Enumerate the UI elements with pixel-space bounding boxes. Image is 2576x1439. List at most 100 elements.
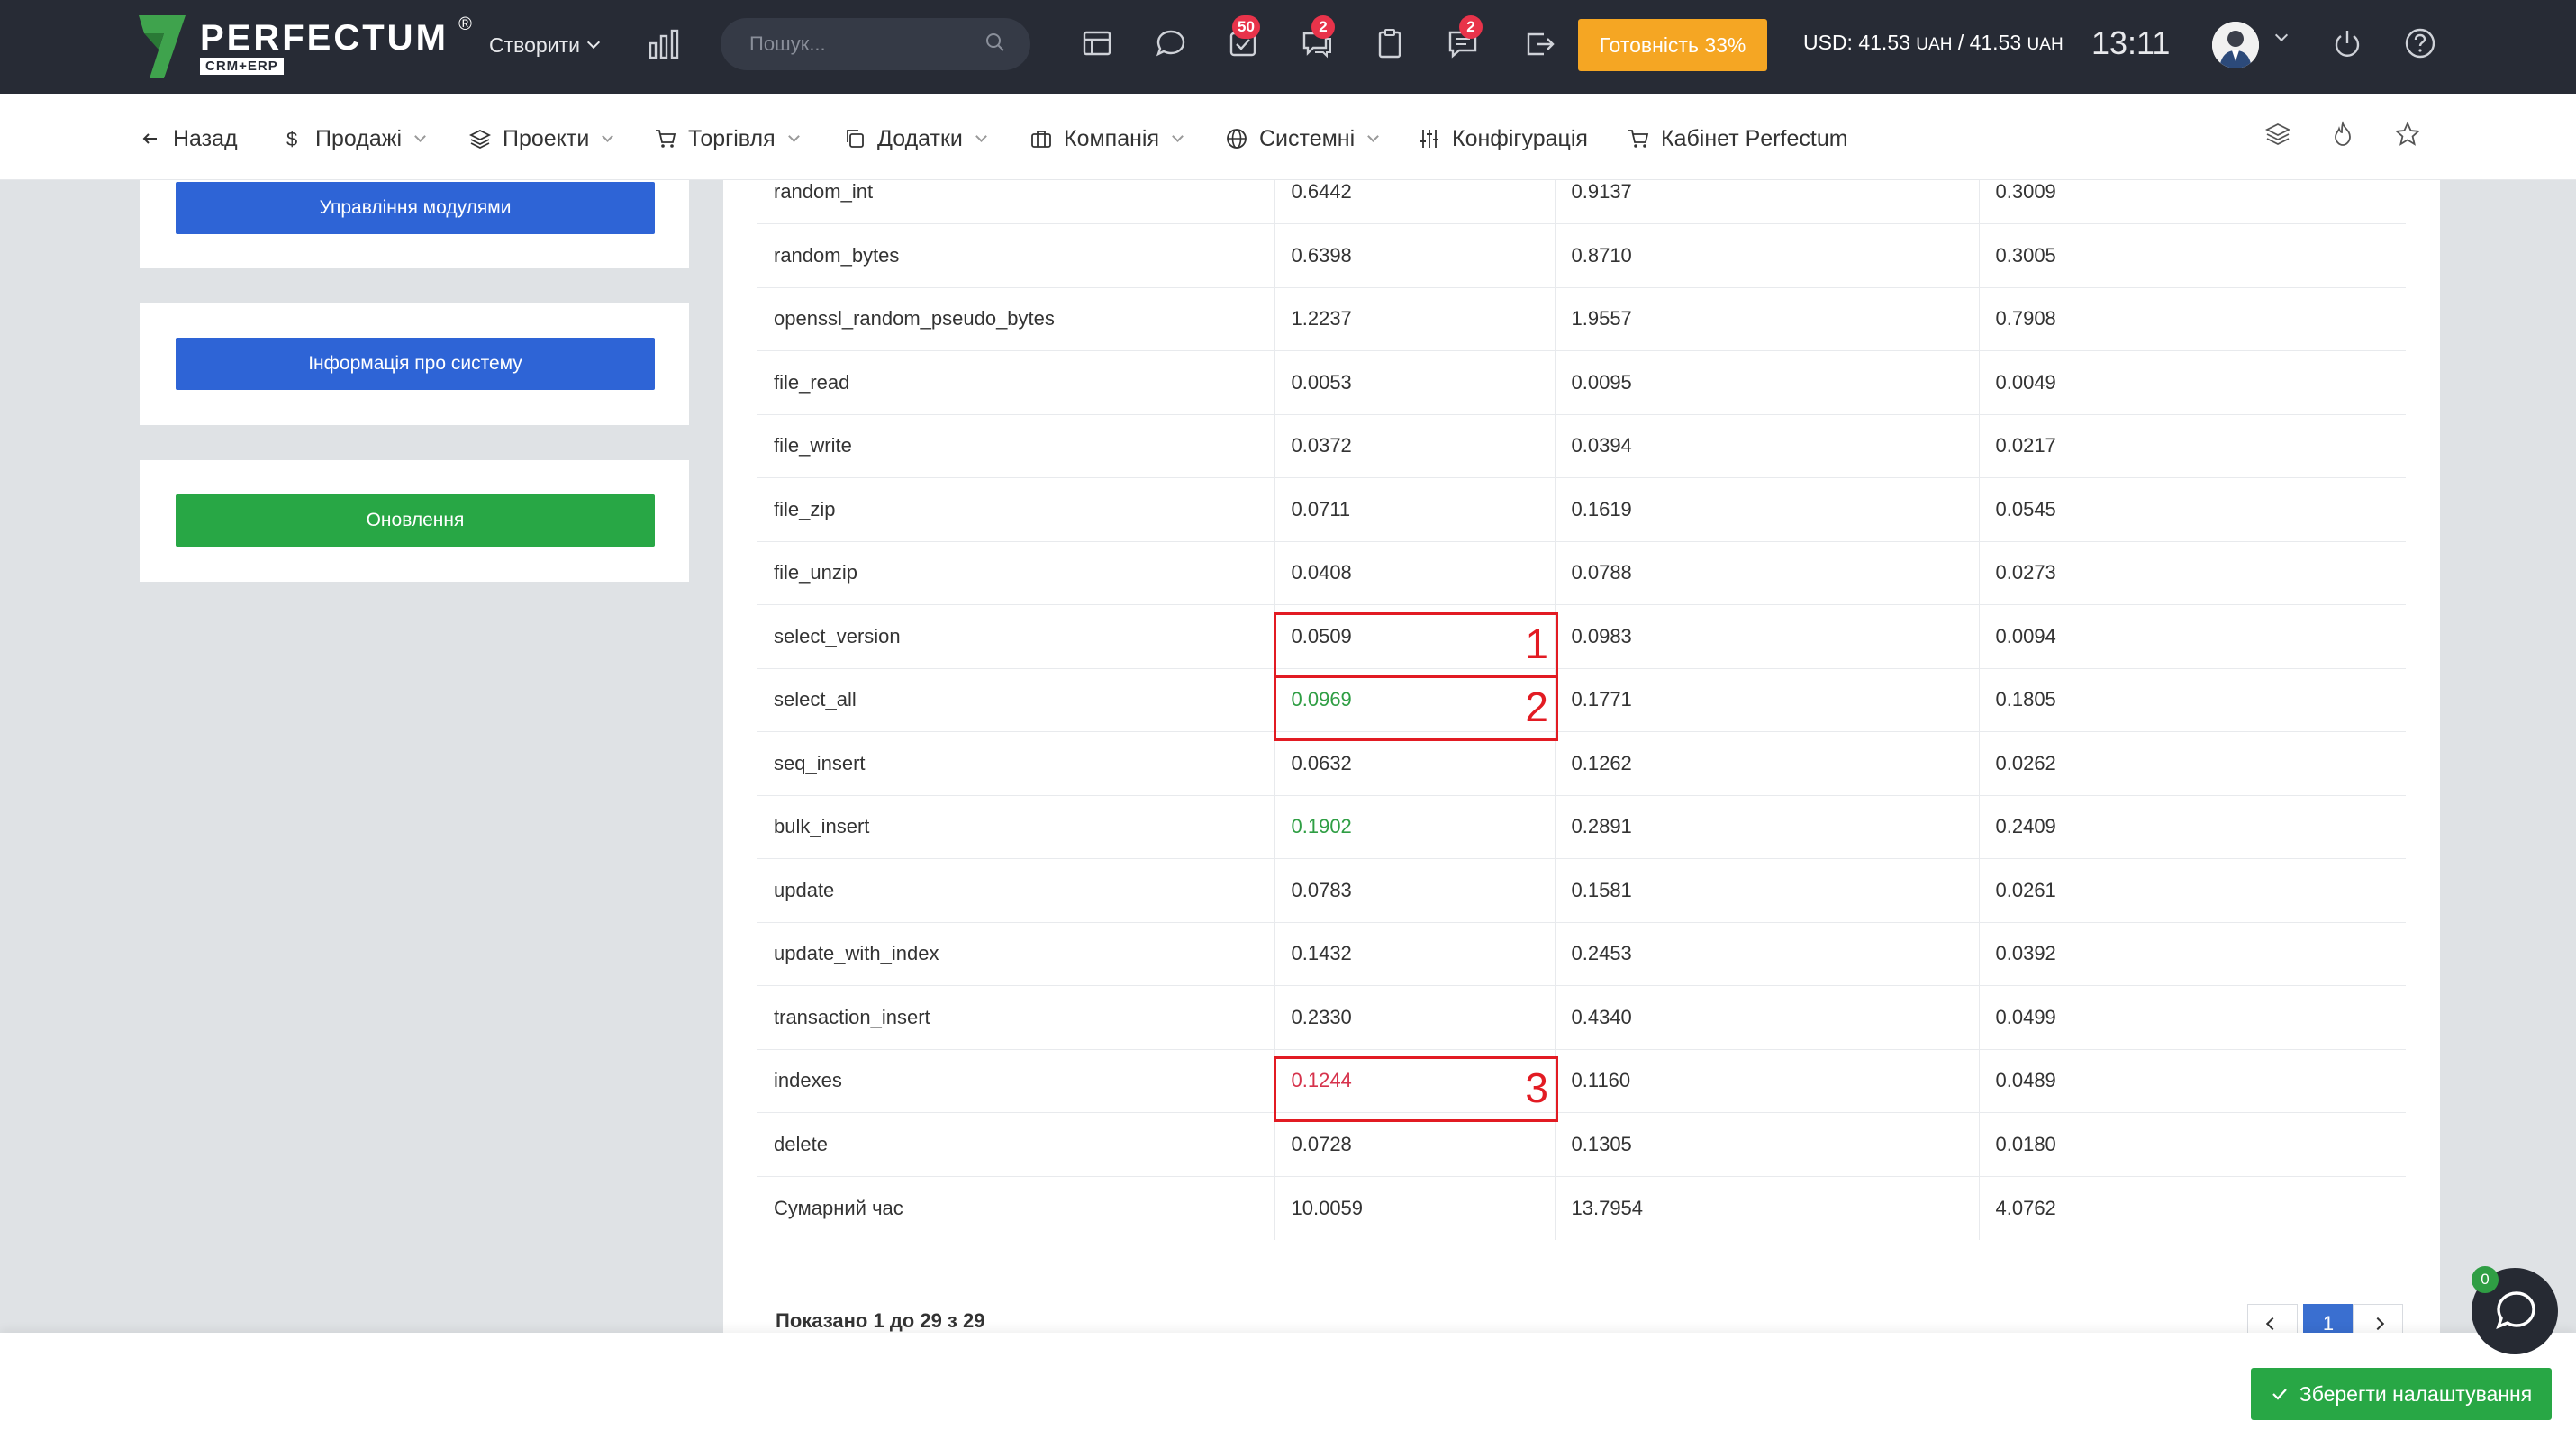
system-info-button[interactable]: Інформація про систему: [176, 338, 655, 390]
chevron-down-icon: [414, 130, 426, 142]
chat-bubble-icon: [2496, 1291, 2535, 1329]
nav-projects[interactable]: Проекти: [468, 122, 614, 155]
value-cell-3: 0.0261: [1978, 858, 2406, 923]
value-cell-1: 0.1244: [1274, 1049, 1555, 1113]
chevron-down-icon[interactable]: [2274, 28, 2289, 42]
cart-icon: [656, 130, 676, 148]
search-input[interactable]: [721, 18, 1030, 70]
metric-name-cell: file_zip: [757, 477, 1274, 542]
metric-name-cell: update_with_index: [757, 922, 1274, 986]
table-row: file_read 0.0053 0.0095 0.0049: [757, 350, 2406, 415]
value-cell-2: 0.0983: [1554, 604, 1979, 669]
fire-icon[interactable]: [2329, 121, 2356, 148]
layers-icon: [468, 129, 492, 149]
chat-badge: 2: [1311, 15, 1335, 39]
star-icon[interactable]: [2394, 121, 2421, 148]
table-row: random_bytes 0.6398 0.8710 0.3005: [757, 223, 2406, 288]
nav-addons-label: Додатки: [877, 125, 963, 151]
save-settings-label: Зберегти налаштування: [2299, 1381, 2533, 1406]
value-cell-1: 0.0728: [1274, 1112, 1555, 1177]
logout-share-icon[interactable]: [1522, 25, 1558, 61]
nav-addons[interactable]: Додатки: [843, 122, 987, 155]
table-row: select_all 0.0969 0.1771 0.1805: [757, 668, 2406, 732]
chat-bubble-icon[interactable]: [1153, 25, 1189, 61]
value-cell-3: 0.0049: [1978, 350, 2406, 415]
layers-stack-icon[interactable]: [2264, 121, 2291, 148]
globe-icon: [1227, 129, 1247, 149]
nav-system[interactable]: Системні: [1225, 122, 1380, 155]
metric-name-cell: Сумарний час: [774, 1196, 903, 1219]
value-cell-3: 0.0217: [1978, 414, 2406, 478]
nav-trade[interactable]: Торгівля: [654, 122, 800, 155]
search-icon[interactable]: [985, 32, 1005, 52]
copy-icon: [847, 130, 864, 148]
value-cell-1: 10.0059: [1274, 1176, 1555, 1240]
table-row: file_zip 0.0711 0.1619 0.0545: [757, 477, 2406, 542]
metric-name-cell: file_unzip: [757, 541, 1274, 605]
help-icon[interactable]: [2402, 25, 2438, 61]
currency-rate: USD: 41.53 UAH / 41.53 UAH: [1803, 31, 2064, 55]
calendar-icon[interactable]: [1079, 25, 1115, 61]
chevron-down-icon: [975, 130, 987, 142]
annotation-box-2: 2: [1274, 675, 1558, 741]
pagination-info: Показано 1 до 29 з 29: [776, 1309, 985, 1332]
metric-name-cell: transaction_insert: [757, 985, 1274, 1050]
update-button[interactable]: Оновлення: [176, 494, 655, 547]
metric-name-cell: file_write: [757, 414, 1274, 478]
benchmark-table: random_int 0.6442 0.9137 0.3009 random_bytes…: [757, 180, 2406, 1240]
value-cell-2: 0.1305: [1554, 1112, 1979, 1177]
tasks-badge: 50: [1232, 15, 1260, 39]
value-cell-3: 0.0094: [1978, 604, 2406, 669]
metric-name-cell: seq_insert: [757, 731, 1274, 796]
chevron-down-icon: [1367, 130, 1380, 142]
main-nav: Назад $ Продажі Проекти Торгівля Додатки: [0, 94, 2576, 180]
nav-company[interactable]: Компанія: [1029, 122, 1184, 155]
annotation-number: 1: [1525, 620, 1548, 667]
table-row: openssl_random_pseudo_bytes 1.2237 1.9557 0…: [757, 287, 2406, 351]
chevron-down-icon: [787, 130, 800, 142]
nav-back[interactable]: Назад: [139, 122, 238, 155]
value-cell-2: 0.0394: [1554, 414, 1979, 478]
readiness-button[interactable]: Готовність 33%: [1578, 19, 1767, 71]
update-card: Оновлення: [140, 460, 689, 582]
footer-bar: [0, 1333, 2576, 1439]
next-page-button[interactable]: [2353, 1304, 2403, 1333]
table-row: file_unzip 0.0408 0.0788 0.0273: [757, 541, 2406, 605]
table-row: transaction_insert 0.2330 0.4340 0.0499: [757, 985, 2406, 1050]
value-cell-2: 0.1619: [1554, 477, 1979, 542]
value-cell-1: 0.0969: [1274, 668, 1555, 732]
value-cell-3: 0.1805: [1978, 668, 2406, 732]
table-row: update 0.0783 0.1581 0.0261: [757, 858, 2406, 923]
value-cell-3: 0.3009: [1978, 180, 2406, 224]
prev-page-button[interactable]: [2247, 1304, 2298, 1333]
bar-chart-icon[interactable]: [649, 29, 679, 59]
metric-name-cell: random_bytes: [757, 223, 1274, 288]
create-dropdown[interactable]: Створити: [489, 27, 600, 63]
value-cell-2: 0.1262: [1554, 731, 1979, 796]
save-settings-button[interactable]: Зберегти налаштування: [2251, 1368, 2552, 1420]
table-row: seq_insert 0.0632 0.1262 0.0262: [757, 731, 2406, 796]
table-row: indexes 0.1244 0.1160 0.0489: [757, 1049, 2406, 1113]
nav-company-label: Компанія: [1064, 125, 1159, 151]
value-cell-2: 0.1771: [1554, 668, 1979, 732]
power-icon[interactable]: [2329, 25, 2365, 61]
logo[interactable]: PERFECTUM CRM+ERP ®: [137, 13, 472, 81]
table-row: random_int 0.6442 0.9137 0.3009: [757, 180, 2406, 224]
value-cell-2: 0.1160: [1554, 1049, 1979, 1113]
avatar[interactable]: [2212, 22, 2259, 68]
clipboard-icon[interactable]: [1372, 25, 1408, 61]
logo-mark-icon: [139, 15, 186, 78]
create-label: Створити: [489, 32, 580, 57]
benchmark-panel: random_int 0.6442 0.9137 0.3009 random_bytes…: [723, 180, 2440, 1333]
nav-projects-label: Проекти: [503, 125, 590, 151]
value-cell-1: 0.0053: [1274, 350, 1555, 415]
metric-name-cell: select_all: [757, 668, 1274, 732]
nav-sales[interactable]: $ Продажі: [281, 122, 426, 155]
value-cell-3: 4.0762: [1978, 1176, 2406, 1240]
value-cell-2: 0.4340: [1554, 985, 1979, 1050]
value-cell-1: 0.1902: [1274, 795, 1555, 859]
nav-cabinet[interactable]: Кабінет Perfectum: [1627, 122, 1848, 155]
nav-config[interactable]: Конфігурація: [1418, 122, 1588, 155]
manage-modules-button[interactable]: Управління модулями: [176, 182, 655, 234]
page-button-current[interactable]: 1: [2303, 1304, 2354, 1333]
